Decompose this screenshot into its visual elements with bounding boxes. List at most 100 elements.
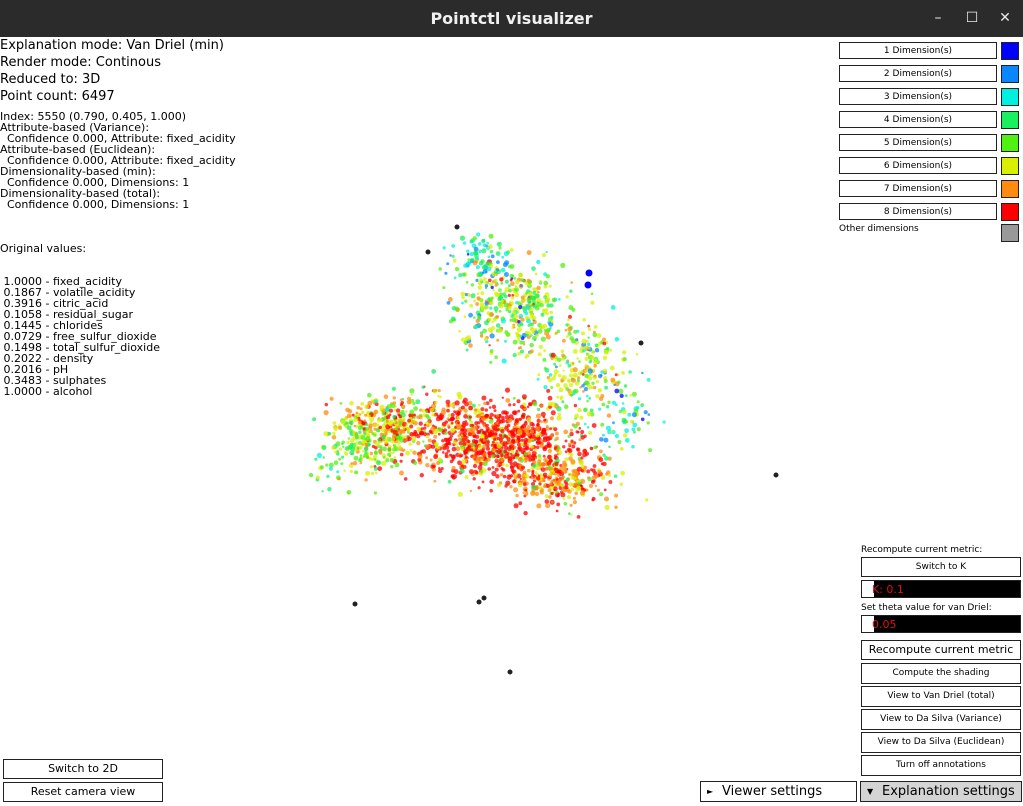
original-value-line: 0.0729 - free_sulfur_dioxide bbox=[0, 330, 157, 343]
point-cloud-point bbox=[449, 453, 452, 457]
point-cloud-point bbox=[427, 438, 432, 443]
point-cloud-point bbox=[543, 432, 548, 436]
k-value-input[interactable]: K: 0.1 bbox=[861, 580, 1021, 598]
reset-camera-button[interactable]: Reset camera view bbox=[3, 782, 163, 802]
point-cloud-point bbox=[513, 474, 518, 480]
legend-item-4-dimensions[interactable]: 4 Dimension(s) bbox=[839, 111, 997, 128]
point-cloud-point bbox=[588, 396, 592, 400]
point-cloud-point bbox=[457, 394, 463, 400]
point-cloud-point bbox=[603, 379, 608, 383]
view-da-silva-euclidean-button[interactable]: View to Da Silva (Euclidean) bbox=[861, 732, 1021, 753]
compute-shading-button[interactable]: Compute the shading bbox=[861, 663, 1021, 684]
point-cloud-point bbox=[490, 454, 495, 459]
point-cloud-point bbox=[555, 509, 559, 513]
point-cloud-point bbox=[510, 449, 515, 454]
switch-to-k-button[interactable]: Switch to K bbox=[861, 557, 1021, 577]
point-cloud-point bbox=[536, 476, 541, 481]
minimize-icon[interactable]: – bbox=[934, 10, 942, 26]
point-cloud-point bbox=[373, 491, 377, 495]
point-cloud-point bbox=[549, 416, 554, 421]
point-cloud-point bbox=[509, 485, 513, 489]
point-cloud-point bbox=[544, 494, 549, 498]
point-cloud-point bbox=[490, 296, 494, 300]
point-cloud-point bbox=[353, 455, 359, 461]
point-cloud-point bbox=[578, 460, 584, 466]
legend-item-8-dimensions[interactable]: 8 Dimension(s) bbox=[839, 203, 997, 220]
point-cloud-point bbox=[550, 491, 554, 495]
point-cloud-viewport[interactable] bbox=[0, 37, 830, 781]
point-cloud-point bbox=[521, 415, 526, 420]
point-cloud-point bbox=[542, 437, 548, 443]
point-cloud-point bbox=[503, 302, 509, 308]
point-cloud-point bbox=[478, 471, 484, 476]
point-cloud-point bbox=[567, 442, 571, 446]
point-cloud-point bbox=[375, 471, 378, 475]
legend-item-1-dimensions[interactable]: 1 Dimension(s) bbox=[839, 42, 997, 59]
point-cloud-point bbox=[509, 273, 514, 278]
point-cloud-point bbox=[381, 434, 386, 440]
point-cloud-point bbox=[341, 440, 346, 445]
point-cloud-point bbox=[340, 455, 345, 459]
maximize-icon[interactable]: ☐ bbox=[965, 10, 979, 26]
point-cloud-point bbox=[518, 316, 522, 319]
point-cloud-point bbox=[501, 410, 506, 415]
point-cloud-point bbox=[476, 232, 481, 237]
point-cloud-point bbox=[520, 317, 525, 322]
point-cloud-point bbox=[508, 310, 512, 314]
point-cloud-point bbox=[450, 412, 455, 418]
turn-off-annotations-button[interactable]: Turn off annotations bbox=[861, 755, 1021, 776]
point-cloud-point bbox=[463, 414, 468, 419]
point-cloud-point bbox=[464, 475, 469, 479]
viewer-settings-tab[interactable]: ► Viewer settings bbox=[700, 781, 857, 802]
point-cloud-point bbox=[550, 386, 554, 389]
point-cloud-point bbox=[566, 447, 572, 452]
point-cloud-point bbox=[600, 370, 604, 374]
point-cloud-outlier bbox=[638, 340, 644, 346]
recompute-metric-button[interactable]: Recompute current metric bbox=[861, 640, 1021, 660]
legend-item-3-dimensions[interactable]: 3 Dimension(s) bbox=[839, 88, 997, 105]
point-cloud-point bbox=[478, 249, 482, 254]
point-cloud-point bbox=[521, 435, 524, 439]
point-cloud-point bbox=[458, 273, 463, 278]
close-icon[interactable]: ✕ bbox=[999, 10, 1011, 26]
point-cloud-point bbox=[397, 445, 402, 449]
point-cloud-point bbox=[535, 440, 539, 444]
view-da-silva-variance-button[interactable]: View to Da Silva (Variance) bbox=[861, 709, 1021, 730]
point-cloud-point bbox=[585, 339, 589, 344]
point-cloud-point bbox=[368, 439, 372, 443]
point-cloud-point bbox=[468, 343, 473, 348]
point-cloud-point bbox=[627, 412, 632, 417]
point-cloud-point bbox=[482, 438, 486, 442]
explanation-settings-tab[interactable]: ▼ Explanation settings bbox=[860, 781, 1022, 802]
point-cloud-point bbox=[513, 277, 517, 280]
legend-item-6-dimensions[interactable]: 6 Dimension(s) bbox=[839, 157, 997, 174]
point-cloud-point bbox=[530, 327, 535, 333]
point-cloud-point bbox=[340, 419, 346, 425]
point-cloud-point bbox=[631, 444, 635, 449]
point-cloud-point bbox=[594, 343, 599, 348]
point-cloud-point bbox=[516, 327, 522, 333]
point-cloud-point bbox=[519, 442, 524, 447]
point-cloud-point bbox=[573, 403, 578, 408]
point-cloud-point bbox=[456, 416, 461, 420]
point-cloud-point bbox=[614, 373, 618, 377]
view-van-driel-button[interactable]: View to Van Driel (total) bbox=[861, 686, 1021, 707]
point-cloud-point bbox=[477, 285, 482, 290]
expanded-arrow-icon: ▼ bbox=[867, 787, 874, 796]
legend-item-7-dimensions[interactable]: 7 Dimension(s) bbox=[839, 180, 997, 197]
point-cloud-point bbox=[530, 444, 535, 449]
point-cloud-point bbox=[387, 452, 391, 457]
point-cloud-point bbox=[343, 469, 346, 473]
legend-item-5-dimensions[interactable]: 5 Dimension(s) bbox=[839, 134, 997, 151]
theta-value-input[interactable]: 0.05 bbox=[861, 615, 1021, 633]
point-cloud-point bbox=[336, 470, 340, 474]
point-cloud-point bbox=[446, 262, 450, 266]
point-cloud-point bbox=[436, 445, 441, 450]
switch-to-2d-button[interactable]: Switch to 2D bbox=[3, 759, 163, 779]
point-cloud-point bbox=[556, 502, 561, 507]
point-cloud-point bbox=[561, 400, 565, 404]
point-cloud-point bbox=[636, 427, 641, 432]
legend-item-2-dimensions[interactable]: 2 Dimension(s) bbox=[839, 65, 997, 82]
point-cloud-point bbox=[629, 394, 633, 397]
point-cloud-point bbox=[449, 402, 454, 408]
